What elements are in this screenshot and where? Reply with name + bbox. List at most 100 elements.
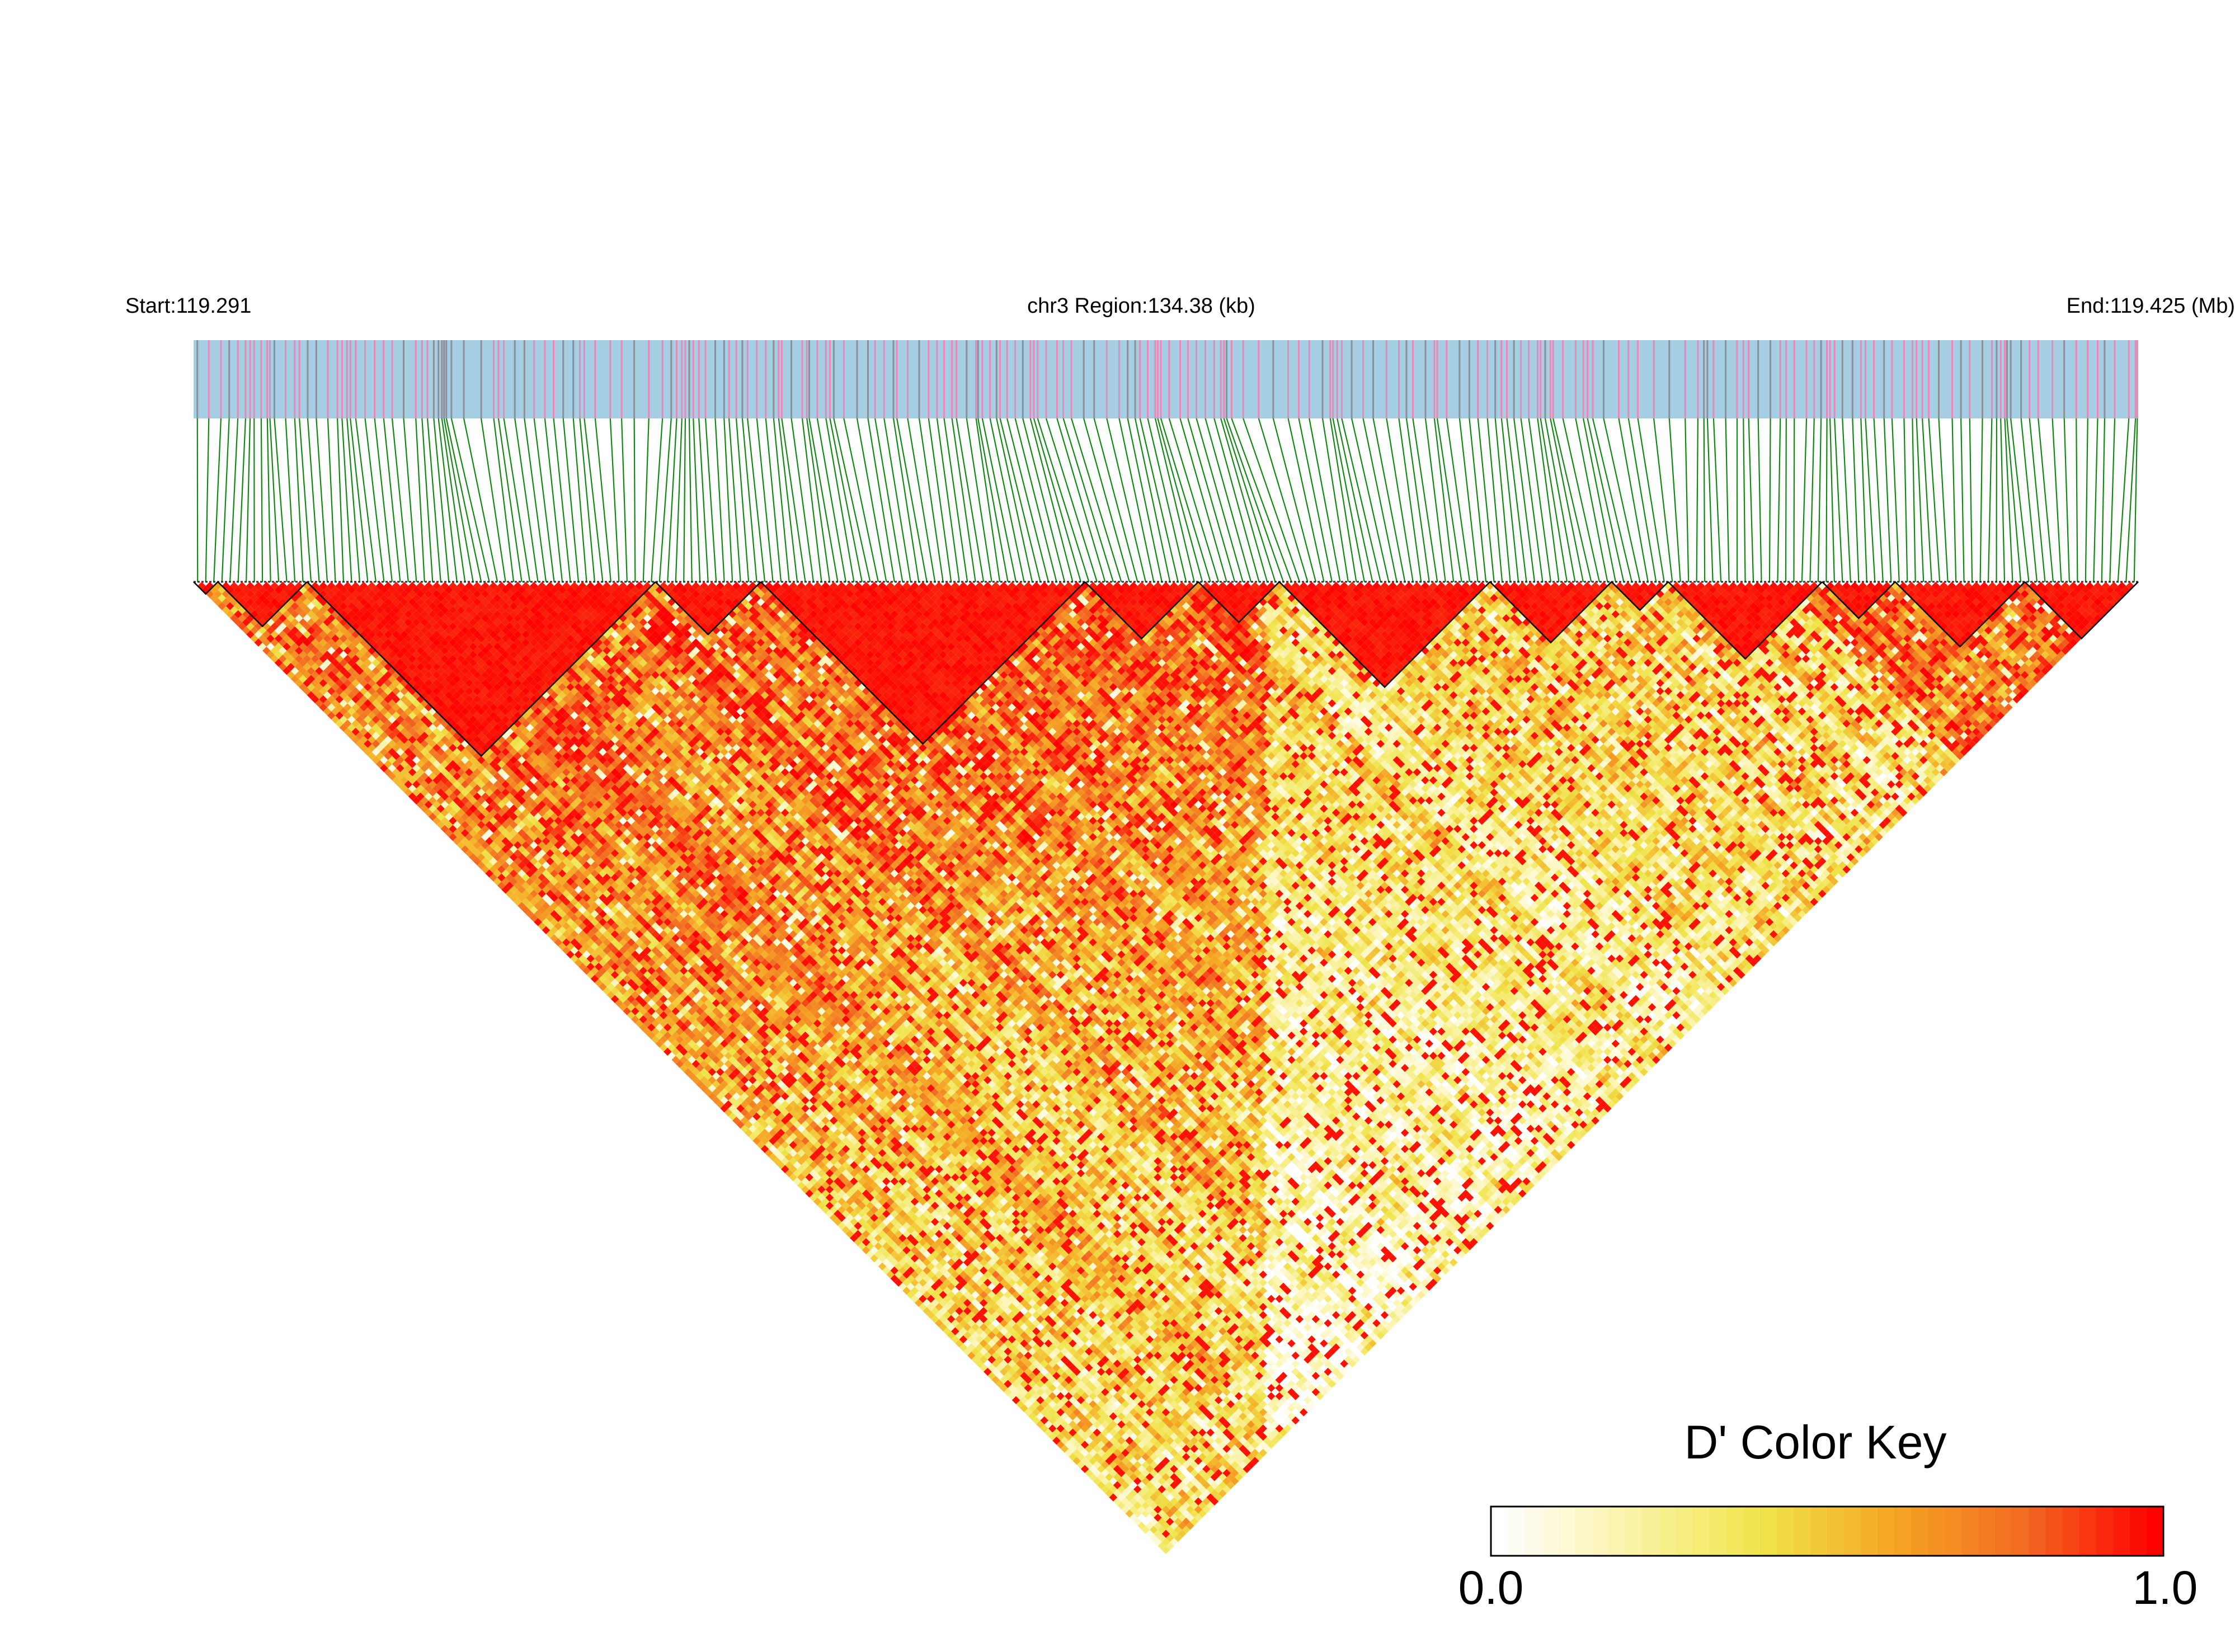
track-background bbox=[194, 340, 2138, 418]
snp-connector bbox=[534, 418, 554, 582]
snp-connector bbox=[1071, 418, 1121, 582]
snp-connector bbox=[1830, 418, 1834, 582]
snp-connector bbox=[817, 418, 846, 582]
snp-connector bbox=[996, 418, 1032, 582]
snp-connector bbox=[375, 418, 392, 582]
snp-connector bbox=[451, 418, 490, 582]
snp-connector bbox=[634, 418, 636, 582]
snp-connector bbox=[1707, 418, 1713, 582]
snp-connector bbox=[1826, 418, 1827, 582]
snp-connector bbox=[1852, 418, 1858, 582]
snp-connector bbox=[554, 418, 571, 582]
snp-connector bbox=[365, 418, 384, 582]
snp-connector bbox=[1842, 418, 1851, 582]
snp-connector bbox=[1654, 418, 1672, 582]
snp-connector bbox=[595, 418, 611, 582]
snp-connector bbox=[246, 418, 250, 582]
snp-connector bbox=[2021, 418, 2037, 582]
snp-connector bbox=[2102, 418, 2105, 582]
snp-connector bbox=[1593, 418, 1632, 582]
snp-connector bbox=[1961, 418, 1964, 582]
snp-connector bbox=[238, 418, 246, 582]
snp-connector bbox=[2076, 418, 2077, 582]
snp-connector bbox=[1469, 418, 1486, 582]
snp-connector bbox=[1214, 418, 1259, 582]
snp-connector bbox=[1685, 418, 1688, 582]
snp-connector bbox=[1884, 418, 1891, 582]
snp-connector bbox=[684, 418, 685, 582]
snp-connector bbox=[1460, 418, 1478, 582]
snp-connector bbox=[1342, 418, 1380, 582]
snp-connector bbox=[2053, 418, 2062, 582]
snp-connector bbox=[1970, 418, 1972, 582]
snp-connector bbox=[1224, 418, 1276, 582]
snp-connector bbox=[270, 418, 279, 582]
snp-connector bbox=[1980, 418, 1983, 582]
snp-connector bbox=[1119, 418, 1154, 582]
snp-connector bbox=[875, 418, 902, 582]
snp-connector bbox=[1227, 418, 1283, 582]
snp-connector bbox=[1603, 418, 1640, 582]
snp-connector bbox=[990, 418, 1024, 582]
snp-connector bbox=[222, 418, 229, 582]
snp-connector bbox=[1128, 418, 1162, 582]
snp-connector bbox=[1669, 418, 1681, 582]
snp-connector bbox=[1231, 418, 1291, 582]
snp-connector bbox=[1865, 418, 1875, 582]
snp-connector bbox=[261, 418, 262, 582]
snp-connector bbox=[1333, 418, 1364, 582]
snp-connector bbox=[1714, 418, 1721, 582]
snp-connector bbox=[1618, 418, 1648, 582]
snp-connector bbox=[1704, 418, 1705, 582]
snp-connector bbox=[1952, 418, 1956, 582]
snp-connector bbox=[1352, 418, 1389, 582]
snp-connector bbox=[834, 418, 870, 582]
snp-connector bbox=[206, 418, 209, 582]
snp-connector bbox=[1015, 418, 1057, 582]
snp-connector bbox=[1541, 418, 1567, 582]
snp-connector bbox=[1874, 418, 1883, 582]
snp-connector bbox=[1939, 418, 1948, 582]
snp-connector bbox=[1545, 418, 1575, 582]
snp-connector bbox=[1094, 418, 1138, 582]
snp-connector bbox=[1363, 418, 1397, 582]
snp-connector bbox=[1726, 418, 1729, 582]
snp-connector bbox=[2093, 418, 2097, 582]
snp-connector bbox=[1834, 418, 1842, 582]
snp-connector-lines bbox=[194, 418, 2138, 582]
snp-connector bbox=[1904, 418, 1907, 582]
snp-connector bbox=[1892, 418, 1899, 582]
snp-connector bbox=[1495, 418, 1511, 582]
snp-connector bbox=[826, 418, 854, 582]
snp-position-track bbox=[194, 340, 2138, 418]
snp-connector bbox=[1777, 418, 1780, 582]
snp-connector bbox=[267, 418, 271, 582]
snp-connector bbox=[1553, 418, 1591, 582]
snp-connector bbox=[427, 418, 441, 582]
snp-connector bbox=[1758, 418, 1762, 582]
snp-connector bbox=[342, 418, 351, 582]
ld-heatmap-cells bbox=[197, 582, 2134, 1554]
snp-connector bbox=[1243, 418, 1300, 582]
snp-connector bbox=[1478, 418, 1494, 582]
snp-connector bbox=[1288, 418, 1324, 582]
snp-connector bbox=[1064, 418, 1113, 582]
snp-connector bbox=[1023, 418, 1065, 582]
snp-connector bbox=[1912, 418, 1915, 582]
snp-connector bbox=[545, 418, 562, 582]
snp-connector bbox=[757, 418, 773, 582]
snp-connector bbox=[384, 418, 401, 582]
snp-connector bbox=[1697, 418, 1698, 582]
snp-connector bbox=[1273, 418, 1316, 582]
snp-connector bbox=[1259, 418, 1308, 582]
snp-connector bbox=[2064, 418, 2069, 582]
snp-connector bbox=[573, 418, 587, 582]
snp-connector bbox=[689, 418, 692, 582]
snp-connector bbox=[1488, 418, 1502, 582]
snp-connector bbox=[1770, 418, 1771, 582]
snp-connector bbox=[643, 418, 649, 582]
snp-connector bbox=[1084, 418, 1130, 582]
snp-connector bbox=[1588, 418, 1624, 582]
snp-connector bbox=[1917, 418, 1923, 582]
